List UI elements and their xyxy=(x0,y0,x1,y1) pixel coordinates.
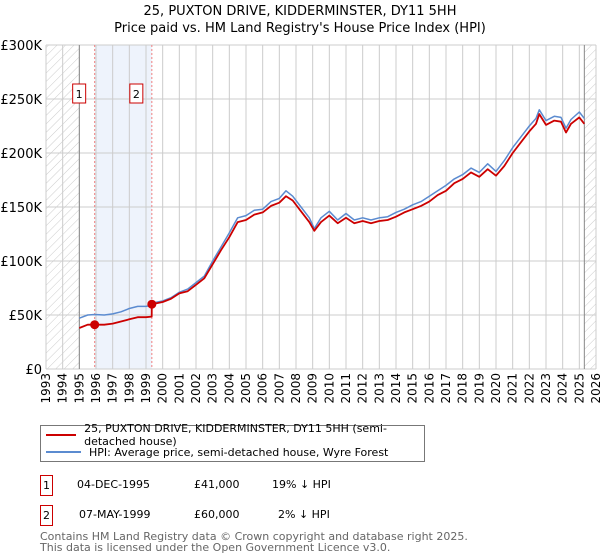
transaction-date: 04-DEC-1995 xyxy=(77,478,151,491)
y-tick-label: £200K xyxy=(0,147,42,162)
x-tick-label: 2025 xyxy=(572,373,586,404)
transaction-number: 2 xyxy=(40,505,53,526)
hpi-legend-swatch xyxy=(46,451,81,453)
x-tick-label: 1996 xyxy=(89,373,103,404)
y-tick-label: £150K xyxy=(0,201,42,216)
x-tick-label: 2021 xyxy=(506,373,520,404)
footer-copyright: Contains HM Land Registry data © Crown c… xyxy=(40,530,468,543)
sale-label-box xyxy=(129,83,144,104)
property-legend-swatch xyxy=(46,434,77,436)
transaction-price: £41,000 xyxy=(194,478,240,491)
x-tick-label: 1999 xyxy=(139,373,153,404)
x-tick-label: 2008 xyxy=(289,373,303,404)
x-tick-label: 2016 xyxy=(422,373,436,404)
x-tick-label: 2018 xyxy=(456,373,470,404)
x-tick-label: 2002 xyxy=(189,373,203,404)
x-tick-label: 2009 xyxy=(306,373,320,404)
property-legend-label: 25, PUXTON DRIVE, KIDDERMINSTER, DY11 5H… xyxy=(84,422,387,448)
x-tick-label: 2000 xyxy=(156,373,170,404)
x-tick-label: 1998 xyxy=(122,373,136,404)
x-tick-label: 2019 xyxy=(472,373,486,404)
x-tick-label: 2003 xyxy=(206,373,220,404)
y-tick-label: £50K xyxy=(9,309,43,324)
x-tick-label: 2023 xyxy=(539,373,553,404)
x-tick-label: 1997 xyxy=(106,373,120,404)
x-tick-label: 2020 xyxy=(489,373,503,404)
sale-label: 1 xyxy=(76,88,83,101)
x-tick-label: 1993 xyxy=(39,373,53,404)
chart-title: 25, PUXTON DRIVE, KIDDERMINSTER, DY11 5H… xyxy=(143,4,457,19)
x-tick-label: 1995 xyxy=(72,373,86,404)
x-tick-label: 2015 xyxy=(406,373,420,404)
x-tick-label: 2005 xyxy=(239,373,253,404)
y-tick-label: £0 xyxy=(25,363,42,378)
sale-label-box xyxy=(72,83,87,104)
transaction-price: £60,000 xyxy=(194,508,240,521)
sale-point xyxy=(90,320,100,330)
hpi-legend-label: HPI: Average price, semi-detached house,… xyxy=(89,445,389,459)
legend: 25, PUXTON DRIVE, KIDDERMINSTER, DY11 5H… xyxy=(40,422,425,462)
x-tick-label: 2026 xyxy=(589,373,600,404)
transaction-date: 07-MAY-1999 xyxy=(79,508,151,521)
y-tick-label: £300K xyxy=(0,39,42,54)
x-tick-label: 2011 xyxy=(339,373,353,404)
sale-label: 2 xyxy=(133,88,140,101)
property-series-line xyxy=(78,113,586,329)
y-tick-label: £100K xyxy=(0,255,42,270)
x-tick-label: 2012 xyxy=(356,373,370,404)
x-tick-label: 2017 xyxy=(439,373,453,404)
transaction-hpi-diff: 19% ↓ HPI xyxy=(272,478,331,491)
transaction-number: 1 xyxy=(40,475,53,496)
x-tick-label: 2010 xyxy=(322,373,336,404)
x-tick-label: 2004 xyxy=(222,373,236,404)
x-tick-label: 2007 xyxy=(272,373,286,404)
x-tick-label: 2022 xyxy=(522,373,536,404)
transaction-hpi-diff: 2% ↓ HPI xyxy=(278,508,330,521)
chart-subtitle: Price paid vs. HM Land Registry's House … xyxy=(114,21,486,36)
x-tick-label: 2006 xyxy=(256,373,270,404)
x-tick-label: 2014 xyxy=(389,373,403,404)
hpi-series-line xyxy=(79,109,585,319)
x-tick-label: 2024 xyxy=(556,373,570,404)
sale-point xyxy=(147,299,157,309)
x-tick-label: 1994 xyxy=(56,373,70,404)
x-tick-label: 2013 xyxy=(372,373,386,404)
x-tick-label: 2001 xyxy=(172,373,186,404)
y-tick-label: £250K xyxy=(0,93,42,108)
footer-licence: This data is licensed under the Open Gov… xyxy=(40,541,391,554)
